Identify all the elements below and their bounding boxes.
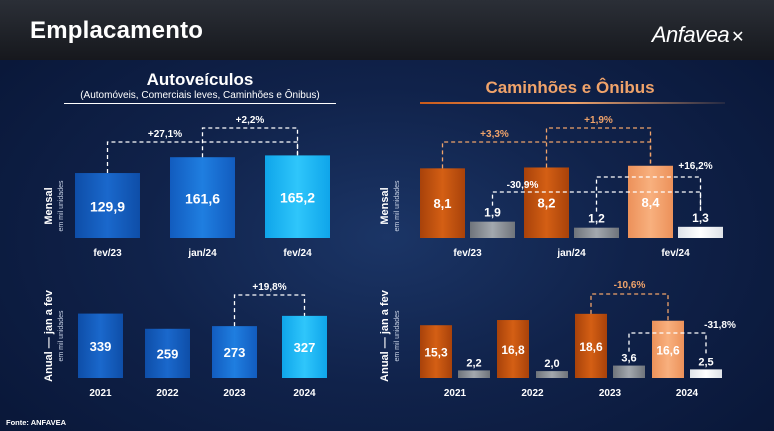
bar-series2-2021 xyxy=(458,370,490,378)
annotation-bracket xyxy=(628,332,707,356)
bar-fev/24 xyxy=(265,155,330,238)
annotation-label: +3,3% xyxy=(480,129,509,140)
bar-series1-fev/24 xyxy=(628,165,673,238)
x-tick-label: jan/24 xyxy=(187,248,217,259)
right-title-underline xyxy=(420,102,725,104)
annotation-label: +2,2% xyxy=(236,115,265,126)
x-tick-label: jan/24 xyxy=(556,248,586,259)
y-axis-sublabel: em mil unidades xyxy=(58,310,65,361)
annotation-label: +1,9% xyxy=(584,115,613,126)
bar-value-label: 15,3 xyxy=(424,346,448,360)
logo-symbol-icon: ✕ xyxy=(731,29,744,46)
left-panel-title: Autoveículos xyxy=(146,70,254,89)
logo-text: Anfavea xyxy=(651,22,730,47)
bar-value-label: 129,9 xyxy=(90,199,125,215)
x-tick-label: 2022 xyxy=(521,388,544,399)
annotation-label: -30,9% xyxy=(507,180,539,191)
y-axis-label-group-1: Anual — jan a fev em mil unidades xyxy=(43,289,65,382)
x-tick-label: fev/23 xyxy=(93,248,122,259)
bar-2021 xyxy=(78,313,123,378)
y-axis-sublabel: em mil unidades xyxy=(394,180,401,231)
x-tick-label: 2022 xyxy=(156,388,179,399)
y-axis-label: Mensal xyxy=(43,187,55,224)
left-panel-subtitle: (Automóveis, Comerciais leves, Caminhões… xyxy=(64,90,336,104)
annotation-label: -10,6% xyxy=(614,280,646,291)
x-tick-label: 2023 xyxy=(599,388,622,399)
bar-series2-fev/23 xyxy=(470,221,515,238)
x-tick-label: fev/24 xyxy=(283,248,312,259)
annotation-bracket xyxy=(233,294,306,327)
annotation-bracket xyxy=(595,176,702,212)
x-tick-label: 2024 xyxy=(676,388,699,399)
bar-value-label: 8,2 xyxy=(537,196,555,211)
y-axis-label-group-0: Mensal em mil unidades xyxy=(43,180,65,231)
anfavea-logo: Anfavea ✕ xyxy=(651,22,745,48)
bar-value-label: 165,2 xyxy=(280,190,315,206)
bar-series2-fev/24 xyxy=(678,226,723,238)
bar-series1-fev/23 xyxy=(420,168,465,238)
bar-2024 xyxy=(282,315,327,378)
bar-series1-2023 xyxy=(575,313,607,378)
y-axis-sublabel: em mil unidades xyxy=(394,310,401,361)
bar-series2-2022 xyxy=(536,371,568,378)
bar-fev/23 xyxy=(75,173,140,238)
bar-value-label: 8,4 xyxy=(641,195,660,210)
bar-value-label: 339 xyxy=(90,339,112,354)
bar-value-label: 16,8 xyxy=(501,343,525,357)
right-panel-title: Caminhões e Ônibus xyxy=(485,78,655,97)
bar-value-label: 1,2 xyxy=(588,212,605,226)
bar-series1-jan/24 xyxy=(524,167,569,238)
bar-value-label: 1,9 xyxy=(484,206,501,220)
annotation-label: +16,2% xyxy=(678,161,712,172)
annotation-bracket xyxy=(590,293,669,321)
bar-value-label: 2,0 xyxy=(544,358,559,370)
bar-2022 xyxy=(145,328,190,378)
bar-value-label: 3,6 xyxy=(621,353,636,365)
bar-value-label: 16,6 xyxy=(656,343,680,357)
bar-value-label: 2,2 xyxy=(466,357,481,369)
bar-series2-2024 xyxy=(690,369,722,378)
annotation-label: +19,8% xyxy=(252,282,286,293)
x-tick-label: 2021 xyxy=(444,388,467,399)
bar-series1-2021 xyxy=(420,325,452,378)
y-axis-sublabel: em mil unidades xyxy=(58,180,65,231)
charts-layer: Mensal em mil unidades 129,9fev/23161,6jan… xyxy=(43,115,736,399)
x-tick-label: 2024 xyxy=(293,388,316,399)
source-note: Fonte: ANFAVEA xyxy=(6,418,66,427)
bar-value-label: 18,6 xyxy=(579,340,603,354)
bar-value-label: 1,3 xyxy=(692,211,709,225)
bar-2023 xyxy=(212,326,257,378)
bar-series2-jan/24 xyxy=(574,227,619,238)
x-tick-label: fev/23 xyxy=(453,248,482,259)
bar-value-label: 2,5 xyxy=(698,356,713,368)
annotation-label: -31,8% xyxy=(704,320,736,331)
bar-jan/24 xyxy=(170,157,235,238)
bar-value-label: 161,6 xyxy=(185,191,220,207)
y-axis-label: Anual — jan a fev xyxy=(379,289,391,382)
bar-value-label: 259 xyxy=(157,346,179,361)
bar-value-label: 273 xyxy=(224,345,246,360)
bar-value-label: 327 xyxy=(294,340,316,355)
x-tick-label: fev/24 xyxy=(661,248,690,259)
header-bar xyxy=(0,0,774,60)
y-axis-label: Mensal xyxy=(379,187,391,224)
bar-value-label: 8,1 xyxy=(433,196,451,211)
annotation-bracket xyxy=(201,127,299,158)
annotation-label: +27,1% xyxy=(148,129,182,140)
y-axis-label: Anual — jan a fev xyxy=(43,289,55,382)
y-axis-label-group-2: Mensal em mil unidades xyxy=(379,180,401,231)
bar-series1-2024 xyxy=(652,320,684,378)
y-axis-label-group-3: Anual — jan a fev em mil unidades xyxy=(379,289,401,382)
x-tick-label: 2023 xyxy=(223,388,246,399)
x-tick-label: 2021 xyxy=(89,388,112,399)
page-title: Emplacamento xyxy=(30,17,204,44)
bar-series1-2022 xyxy=(497,320,529,378)
bar-series2-2023 xyxy=(613,365,645,378)
annotation-bracket xyxy=(545,127,652,168)
